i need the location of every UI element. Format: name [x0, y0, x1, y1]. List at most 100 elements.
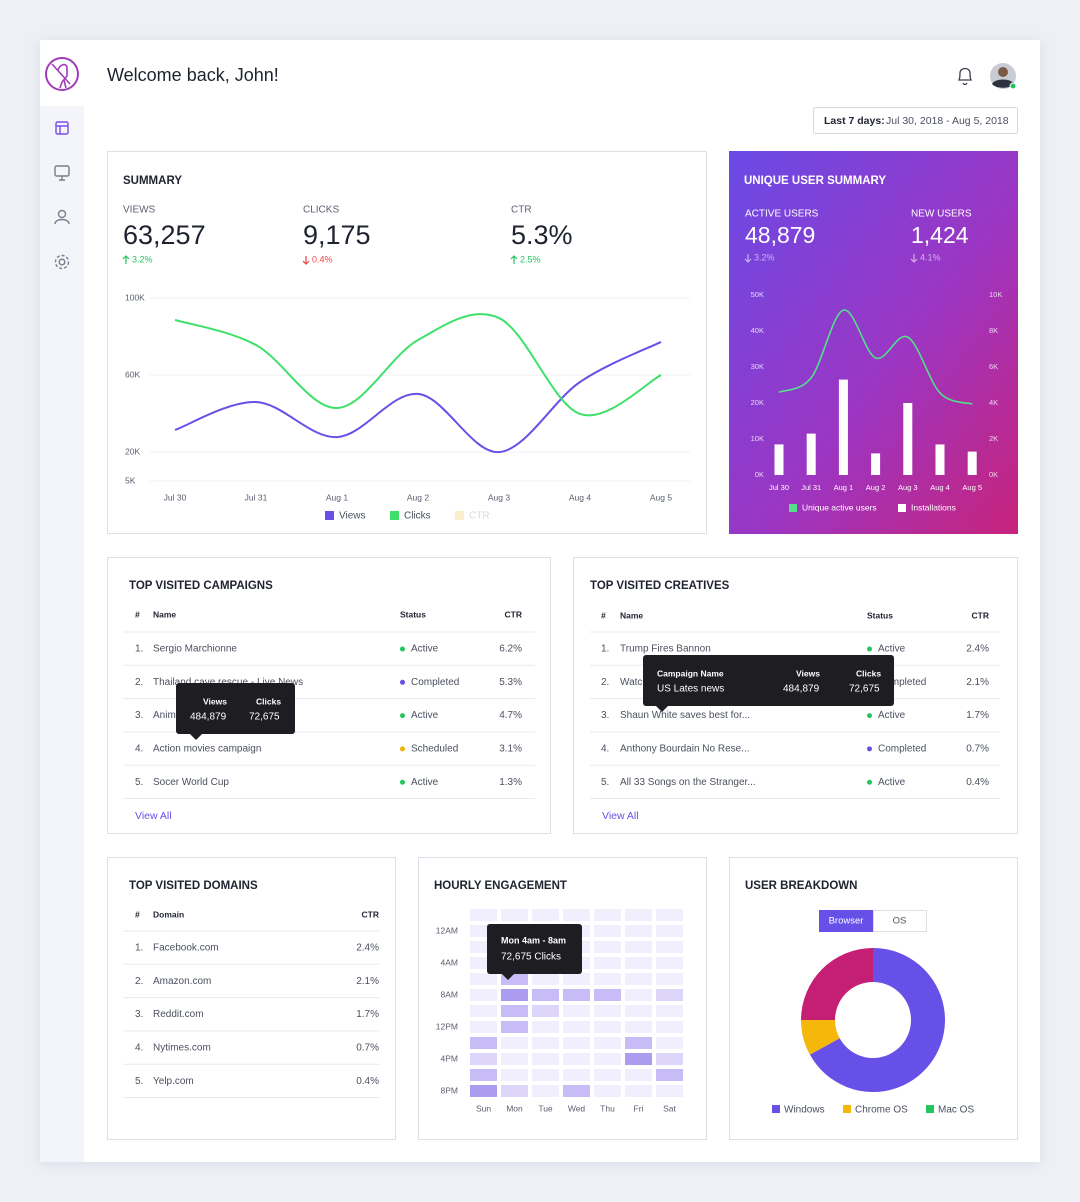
- row-index: 4.: [135, 744, 143, 755]
- legend-swatch: [843, 1105, 851, 1113]
- line-series: [778, 309, 973, 405]
- row-index: 2.: [135, 677, 143, 688]
- row-index: 5.: [135, 777, 143, 788]
- avatar[interactable]: [990, 63, 1017, 90]
- breakdown-card: [729, 857, 1018, 1140]
- table-cell: 2.1%: [966, 677, 989, 688]
- tab-label[interactable]: OS: [893, 916, 907, 927]
- table-cell: Socer World Cup: [153, 777, 229, 788]
- nav-dashboard[interactable]: [55, 121, 69, 135]
- x-tick-label: Tue: [538, 1103, 553, 1113]
- table-cell: 0.4%: [356, 1076, 379, 1087]
- heat-cell: [656, 941, 683, 953]
- nav-settings[interactable]: [54, 254, 70, 270]
- table-cell: 4.7%: [499, 710, 522, 721]
- row-index: 3.: [135, 1009, 143, 1020]
- stat-change: 4.1%: [920, 252, 941, 262]
- heat-cell: [501, 1085, 528, 1097]
- heat-cell: [532, 909, 559, 921]
- heat-cell: [594, 941, 621, 953]
- column-header: Status: [867, 610, 893, 620]
- heat-cell: [563, 1085, 590, 1097]
- view-all-link[interactable]: View All: [135, 810, 172, 822]
- table-cell: Sergio Marchionne: [153, 644, 237, 655]
- heat-cell: [656, 1085, 683, 1097]
- table-cell: 1.7%: [356, 1009, 379, 1020]
- x-tick-label: Aug 4: [569, 492, 591, 502]
- column-header: #: [135, 909, 140, 919]
- heat-cell: [656, 1037, 683, 1049]
- row-index: 4.: [135, 1043, 143, 1054]
- column-header: #: [135, 609, 140, 619]
- bar: [903, 403, 913, 475]
- legend-swatch: [789, 504, 797, 512]
- heat-cell: [656, 909, 683, 921]
- y-tick-label: 8AM: [441, 989, 458, 999]
- bar: [967, 451, 977, 475]
- stat-change: 0.4%: [312, 254, 333, 264]
- column-header: Name: [620, 610, 643, 620]
- legend-label: Views: [339, 511, 366, 522]
- column-header: CTR: [505, 609, 522, 619]
- x-tick-label: Aug 3: [488, 492, 510, 502]
- table-cell: 2.4%: [356, 943, 379, 954]
- notifications[interactable]: [957, 67, 973, 86]
- status-label: Active: [878, 644, 906, 655]
- date-range-button[interactable]: [813, 107, 1018, 134]
- legend-label: Chrome OS: [855, 1105, 908, 1116]
- table-cell: 0.4%: [966, 777, 989, 788]
- stat-value: 9,175: [303, 220, 371, 250]
- stat-value: 48,879: [745, 222, 815, 248]
- stat-label: NEW USERS: [911, 209, 972, 220]
- tooltip-pointer: [656, 706, 668, 712]
- heat-cell: [470, 989, 497, 1001]
- legend-swatch: [772, 1105, 780, 1113]
- column-header: CTR: [362, 909, 379, 919]
- legend-label: CTR: [469, 511, 490, 522]
- heat-cell: [656, 1005, 683, 1017]
- heat-cell: [563, 909, 590, 921]
- legend-swatch: [898, 504, 906, 512]
- heat-cell: [594, 909, 621, 921]
- bar: [838, 379, 848, 475]
- heat-cell: [470, 909, 497, 921]
- status-dot: [867, 746, 872, 752]
- status-label: Completed: [878, 677, 926, 688]
- table-cell: 0.7%: [356, 1043, 379, 1054]
- heat-cell: [563, 1069, 590, 1081]
- nav-screens[interactable]: [54, 165, 70, 181]
- table-cell: All 33 Songs on the Stranger...: [620, 777, 756, 788]
- status-label: Completed: [411, 677, 459, 688]
- tooltip-box: [643, 655, 894, 706]
- y2-tick-label: 8K: [989, 326, 998, 335]
- y-tick-label: 40K: [751, 326, 764, 335]
- status-dot: [867, 646, 872, 652]
- stat-value: 5.3%: [511, 220, 573, 250]
- logo[interactable]: [45, 57, 79, 91]
- x-tick-label: Aug 3: [898, 483, 918, 492]
- y2-tick-label: 2K: [989, 434, 998, 443]
- status-label: Active: [411, 644, 439, 655]
- x-tick-label: Aug 5: [650, 492, 672, 502]
- tooltip-pointer: [502, 974, 514, 980]
- heat-cell: [563, 1005, 590, 1017]
- tab-label[interactable]: Browser: [829, 916, 864, 927]
- x-tick-label: Aug 4: [930, 483, 950, 492]
- nav-users[interactable]: [54, 209, 70, 225]
- legend-label: Installations: [911, 502, 956, 512]
- status-dot: [867, 779, 872, 785]
- heat-cell: [532, 1037, 559, 1049]
- heat-cell: [594, 973, 621, 985]
- status-label: Completed: [878, 744, 926, 755]
- view-all-link[interactable]: View All: [602, 810, 639, 822]
- tab[interactable]: [873, 910, 927, 932]
- tooltip-value: 484,879: [190, 712, 227, 723]
- heat-cell: [625, 1053, 652, 1065]
- heat-cell: [470, 973, 497, 985]
- heat-cell: [656, 989, 683, 1001]
- trend-up-icon: [122, 255, 130, 264]
- bar: [871, 453, 881, 475]
- card-title: HOURLY ENGAGEMENT: [434, 880, 567, 892]
- tooltip-value: 484,879: [783, 684, 820, 695]
